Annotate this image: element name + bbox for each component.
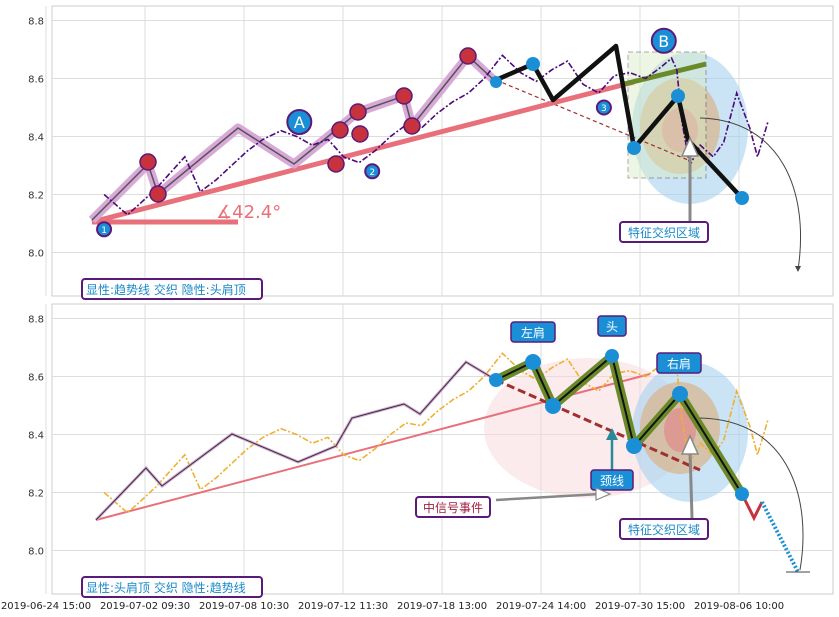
trend-marker-label: B — [658, 32, 669, 51]
left-shoulder-label: 左肩 — [521, 325, 545, 340]
event-arrow — [495, 492, 601, 502]
trend-marker — [364, 163, 381, 180]
trend-marker — [286, 109, 313, 135]
top-annotation-arrowhead — [680, 136, 700, 157]
red-marker — [349, 103, 367, 121]
bottom-curve-arrow — [699, 417, 804, 571]
blue-marker — [671, 89, 685, 103]
blue-marker — [545, 398, 561, 414]
blue-marker — [735, 191, 749, 205]
bottom-price-series — [103, 352, 769, 514]
x-tick-label: 2019-07-18 13:00 — [397, 601, 487, 612]
trend-marker-label: A — [294, 113, 305, 132]
neckline-arrowhead — [606, 428, 618, 440]
blue-marker — [490, 76, 502, 88]
y-tick-label: 8.2 — [28, 489, 44, 500]
blue-marker — [605, 349, 619, 363]
red-marker — [331, 121, 349, 139]
right-shoulder-label: 右肩 — [667, 356, 691, 371]
top-trend-line — [91, 79, 635, 225]
top-trend-markers: 1 A 2 3 B — [96, 27, 677, 238]
neckline-box — [590, 469, 634, 491]
bottom-highlight-region — [632, 362, 748, 502]
blue-marker — [526, 57, 540, 71]
trend-marker-label: 3 — [601, 104, 607, 114]
red-marker — [149, 185, 167, 203]
right-shoulder-box — [656, 352, 702, 374]
bottom-annotation-box — [619, 518, 709, 540]
red-marker — [327, 155, 345, 173]
red-marker — [459, 47, 477, 65]
blue-marker — [735, 487, 749, 501]
bottom-annotation-text: 特征交织区域 — [628, 522, 700, 537]
y-tick-label: 8.6 — [28, 373, 44, 384]
top-red-markers — [139, 47, 477, 203]
blue-marker — [489, 373, 503, 387]
blue-marker — [626, 438, 642, 454]
y-tick-label: 8.8 — [28, 17, 44, 28]
y-tick-label: 8.0 — [28, 547, 44, 558]
red-marker — [403, 117, 421, 135]
bottom-caption: 显性:头肩顶 交织 隐性:趋势线 — [86, 580, 246, 595]
red-marker — [395, 87, 413, 105]
head-box — [597, 315, 627, 337]
top-curve-arrow — [699, 117, 802, 271]
blue-marker — [672, 386, 688, 402]
x-tick-label: 2019-07-24 14:00 — [496, 601, 586, 612]
red-marker — [139, 153, 157, 171]
top-trend-extension — [623, 61, 707, 87]
top-annotation-text: 特征交织区域 — [628, 225, 700, 240]
y-tick-label: 8.0 — [28, 249, 44, 260]
head-label: 头 — [606, 320, 618, 334]
x-tick-label: 2019-07-12 11:30 — [298, 601, 388, 612]
angle-label: ∡42.4° — [216, 202, 281, 223]
top-curve-arrowhead — [795, 266, 801, 272]
top-annotation-box — [619, 221, 709, 243]
x-tick-label: 2019-07-30 15:00 — [595, 601, 685, 612]
bottom-caption-box — [81, 576, 263, 598]
blue-marker — [525, 354, 541, 370]
y-tick-label: 8.4 — [28, 133, 44, 144]
x-tick-label: 2019-08-06 10:00 — [694, 601, 784, 612]
bottom-annotation-arrow — [688, 449, 694, 519]
blue-marker — [627, 141, 641, 155]
red-marker — [351, 125, 369, 143]
trend-marker-label: 2 — [369, 168, 375, 178]
x-tick-label: 2019-07-02 09:30 — [100, 601, 190, 612]
y-tick-labels: 8.0 8.2 8.4 8.6 8.8 8.0 8.2 8.4 8.6 8.8 — [28, 17, 44, 558]
trend-marker — [595, 99, 612, 116]
x-tick-labels: 2019-06-24 15:00 2019-07-02 09:30 2019-07-… — [1, 601, 784, 612]
left-shoulder-box — [510, 321, 556, 343]
top-price-series — [103, 54, 769, 216]
y-tick-label: 8.8 — [28, 315, 44, 326]
bottom-zigzag-core — [95, 361, 497, 521]
trend-marker — [96, 221, 113, 238]
y-tick-label: 8.2 — [28, 191, 44, 202]
trend-marker — [650, 27, 677, 54]
neckline-label: 颈线 — [600, 474, 624, 488]
top-caption: 显性:趋势线 交织 隐性:头肩顶 — [86, 282, 246, 297]
bottom-blue-markers — [489, 349, 749, 501]
bottom-blue-tail — [760, 501, 800, 573]
x-tick-label: 2019-07-08 10:30 — [199, 601, 289, 612]
top-blue-markers — [490, 57, 749, 205]
bottom-red-tail — [740, 493, 764, 522]
event-arrowhead — [595, 487, 612, 501]
neckline — [495, 378, 701, 472]
x-tick-label: 2019-06-24 15:00 — [1, 601, 91, 612]
trend-marker-label: 1 — [101, 226, 107, 236]
bottom-annotation-arrowhead — [680, 434, 700, 455]
event-box — [415, 496, 491, 518]
y-tick-label: 8.6 — [28, 75, 44, 86]
top-caption-box — [81, 278, 263, 300]
y-tick-label: 8.4 — [28, 431, 44, 442]
event-label: 中信号事件 — [423, 500, 483, 515]
